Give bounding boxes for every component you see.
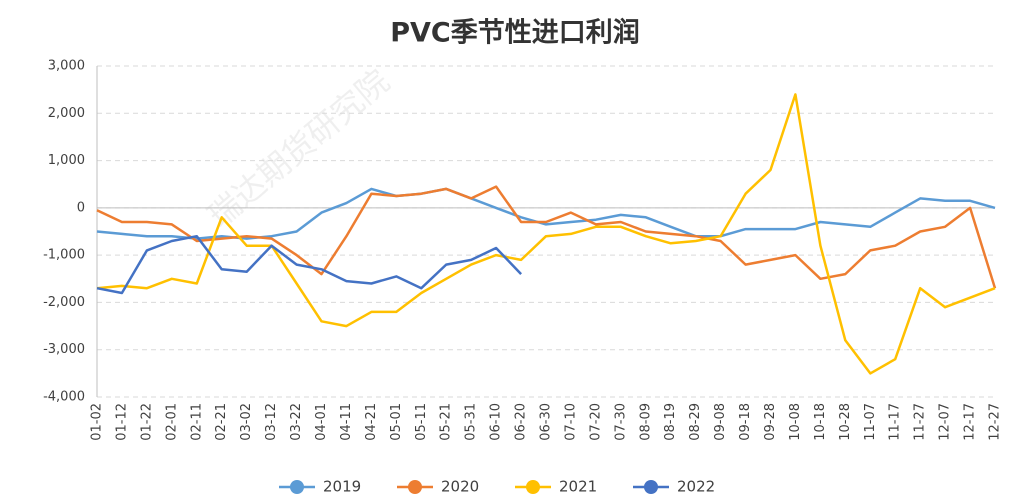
x-tick-label: 03-12 xyxy=(264,403,279,441)
legend-label: 2021 xyxy=(559,478,597,495)
x-tick-label: 04-21 xyxy=(364,403,379,441)
x-tick-label: 02-21 xyxy=(214,403,229,441)
series-line xyxy=(96,93,996,375)
x-tick-label: 06-20 xyxy=(514,403,529,441)
x-tick-label: 12-17 xyxy=(963,403,978,441)
x-tick-label: 05-01 xyxy=(389,403,404,441)
x-tick-label: 03-22 xyxy=(289,403,304,441)
legend-label: 2019 xyxy=(323,478,361,495)
chart-title: PVC季节性进口利润 xyxy=(390,17,640,49)
x-tick-label: 04-01 xyxy=(314,403,329,441)
x-tick-label: 11-27 xyxy=(913,403,928,441)
watermark: 瑞达期货研究院 xyxy=(201,62,397,235)
x-tick-label: 09-18 xyxy=(738,403,753,441)
y-tick-label: -2,000 xyxy=(43,295,85,310)
legend-marker xyxy=(644,480,658,494)
x-tick-label: 07-10 xyxy=(563,403,578,441)
x-tick-label: 09-28 xyxy=(763,403,778,441)
y-tick-label: 0 xyxy=(77,200,85,215)
x-tick-label: 01-02 xyxy=(90,403,105,441)
x-tick-label: 10-08 xyxy=(788,403,803,441)
y-tick-label: -4,000 xyxy=(43,390,85,405)
x-tick-label: 07-20 xyxy=(588,403,603,441)
legend-marker xyxy=(526,480,540,494)
x-tick-label: 05-31 xyxy=(464,403,479,441)
y-tick-label: -3,000 xyxy=(43,342,85,357)
series-line xyxy=(96,185,997,289)
x-tick-label: 07-30 xyxy=(613,403,628,441)
x-tick-label: 03-02 xyxy=(239,403,254,441)
x-tick-label: 04-11 xyxy=(339,403,354,441)
x-tick-label: 08-09 xyxy=(638,403,653,441)
x-tick-label: 11-07 xyxy=(863,403,878,441)
x-tick-label: 08-29 xyxy=(688,403,703,441)
legend-label: 2020 xyxy=(441,478,479,495)
x-tick-label: 10-28 xyxy=(838,403,853,441)
y-tick-label: 3,000 xyxy=(48,59,85,74)
y-tick-label: 2,000 xyxy=(48,106,85,121)
x-tick-label: 02-01 xyxy=(164,403,179,441)
x-tick-label: 05-11 xyxy=(414,403,429,441)
x-tick-label: 01-12 xyxy=(114,403,129,441)
x-tick-label: 02-11 xyxy=(189,403,204,441)
x-tick-label: 12-07 xyxy=(938,403,953,441)
x-tick-label: 06-30 xyxy=(539,403,554,441)
y-tick-label: -1,000 xyxy=(43,248,85,263)
series-line xyxy=(96,187,996,240)
x-tick-label: 01-22 xyxy=(139,403,154,441)
x-tick-label: 08-19 xyxy=(663,403,678,441)
legend-marker xyxy=(290,480,304,494)
series-line xyxy=(96,234,523,295)
x-tick-label: 09-08 xyxy=(713,403,728,441)
x-tick-label: 05-21 xyxy=(439,403,454,441)
y-tick-label: 1,000 xyxy=(48,153,85,168)
legend-marker xyxy=(408,480,422,494)
x-tick-label: 11-17 xyxy=(888,403,903,441)
x-tick-label: 06-10 xyxy=(489,403,504,441)
legend-label: 2022 xyxy=(677,478,715,495)
x-tick-label: 10-18 xyxy=(813,403,828,441)
x-tick-label: 12-27 xyxy=(988,403,1003,441)
